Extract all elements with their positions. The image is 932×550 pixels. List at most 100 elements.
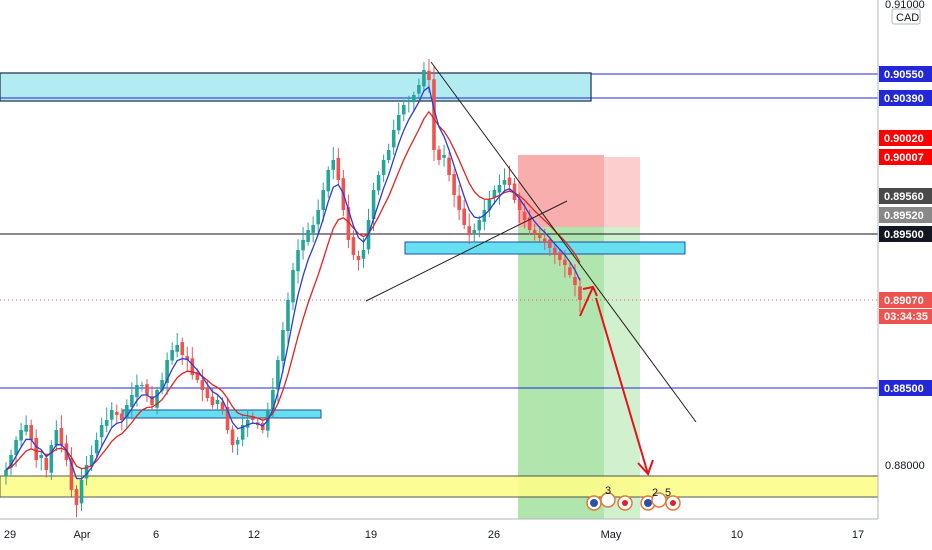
candle <box>432 66 436 162</box>
candle <box>29 419 33 450</box>
event-marker-3[interactable] <box>617 495 633 511</box>
candle <box>230 425 235 453</box>
price-tag-label: 0.90550 <box>884 69 924 81</box>
price-tag-0.88500: 0.88500 <box>879 380 932 396</box>
candle <box>507 165 512 192</box>
candle <box>215 394 220 411</box>
rising-trendline <box>365 200 568 302</box>
candle <box>386 143 391 164</box>
time-axis-background <box>0 519 932 550</box>
price-tag-0.89560: 0.89560 <box>879 188 932 204</box>
candle <box>44 453 49 478</box>
candle <box>512 178 517 204</box>
candle <box>578 277 582 313</box>
event-marker-5-label: 2 <box>652 487 658 499</box>
event-marker-2[interactable]: 3 <box>600 485 616 508</box>
candle <box>140 381 144 392</box>
candle <box>568 262 572 279</box>
currency-badge <box>891 8 921 25</box>
candle <box>286 292 290 344</box>
time-tick-May: May <box>601 529 622 541</box>
event-marker-2-label: 3 <box>605 485 611 497</box>
candle <box>130 382 134 420</box>
candle <box>155 386 159 415</box>
price-tag-label: 0.89560 <box>884 191 924 203</box>
candle <box>180 337 185 366</box>
candle <box>114 404 119 423</box>
stop-loss-zone-extended <box>604 157 640 227</box>
candle <box>311 216 315 243</box>
candle <box>331 147 336 180</box>
candle <box>9 449 13 476</box>
event-marker-6[interactable]: 5 <box>665 487 681 511</box>
candle <box>4 462 8 485</box>
candle <box>467 213 472 245</box>
candle <box>250 412 255 424</box>
price-tick-88000: 0.88000 <box>885 460 925 472</box>
candle <box>59 415 64 453</box>
price-tag-label: 0.89070 <box>884 295 924 307</box>
candle <box>517 192 522 223</box>
candle <box>401 99 406 122</box>
price-tag-0.90390: 0.90390 <box>879 90 932 106</box>
candle <box>165 352 169 395</box>
time-tick-6: 6 <box>153 529 159 541</box>
time-tick-Apr: Apr <box>73 529 90 541</box>
stop-loss-zone <box>518 155 604 227</box>
candle <box>462 199 466 230</box>
candle <box>306 222 310 246</box>
candle <box>351 230 356 260</box>
candle <box>271 377 275 419</box>
price-axis-background <box>878 0 932 520</box>
time-tick-26: 26 <box>488 529 500 541</box>
candle <box>396 102 401 135</box>
candle <box>356 250 361 271</box>
candle <box>532 223 537 241</box>
supply-zone <box>0 72 592 102</box>
ema-fast-line <box>5 85 581 480</box>
price-tag-0.89500: 0.89500 <box>879 226 932 242</box>
time-tick-17: 17 <box>852 529 864 541</box>
candle <box>296 239 300 284</box>
candle <box>291 262 295 311</box>
candle <box>437 145 441 166</box>
candle <box>34 429 39 468</box>
candle <box>170 342 174 365</box>
event-marker-1[interactable] <box>586 495 602 511</box>
price-tag-0.90020: 0.90020 <box>879 130 932 146</box>
candle <box>553 244 557 265</box>
candle <box>79 468 84 512</box>
candles-layer <box>4 58 582 518</box>
candle <box>125 399 129 429</box>
price-axis-top-label: 0.91000 <box>885 0 925 11</box>
event-markers: 3 2 5 <box>586 485 681 511</box>
price-tag-0.90550: 0.90550 <box>879 66 932 82</box>
candle <box>190 347 195 380</box>
candle <box>412 91 416 111</box>
projection-arrows <box>579 285 654 476</box>
candle <box>326 166 331 199</box>
candle <box>457 184 461 221</box>
candle <box>391 119 396 155</box>
time-tick-10: 10 <box>731 529 743 541</box>
time-tick-29: 29 <box>4 529 16 541</box>
price-tag-0.89520: 0.89520 <box>879 207 932 223</box>
candle <box>417 78 421 99</box>
candle <box>442 144 446 167</box>
candle <box>422 62 426 92</box>
candle <box>74 485 79 518</box>
projection-down-arrowhead <box>637 459 654 476</box>
candle <box>381 154 386 182</box>
candle <box>145 378 149 402</box>
price-tag-0.89070: 0.89070 <box>879 292 932 308</box>
price-tag-label: 0.89500 <box>884 229 924 241</box>
candle <box>49 440 54 480</box>
support-box <box>122 409 322 419</box>
demand-zone <box>0 475 879 498</box>
candle <box>109 402 114 428</box>
candle <box>69 447 74 497</box>
projection-up-leg <box>579 286 594 317</box>
candle <box>240 414 245 447</box>
price-tag-label: 0.88500 <box>884 383 924 395</box>
